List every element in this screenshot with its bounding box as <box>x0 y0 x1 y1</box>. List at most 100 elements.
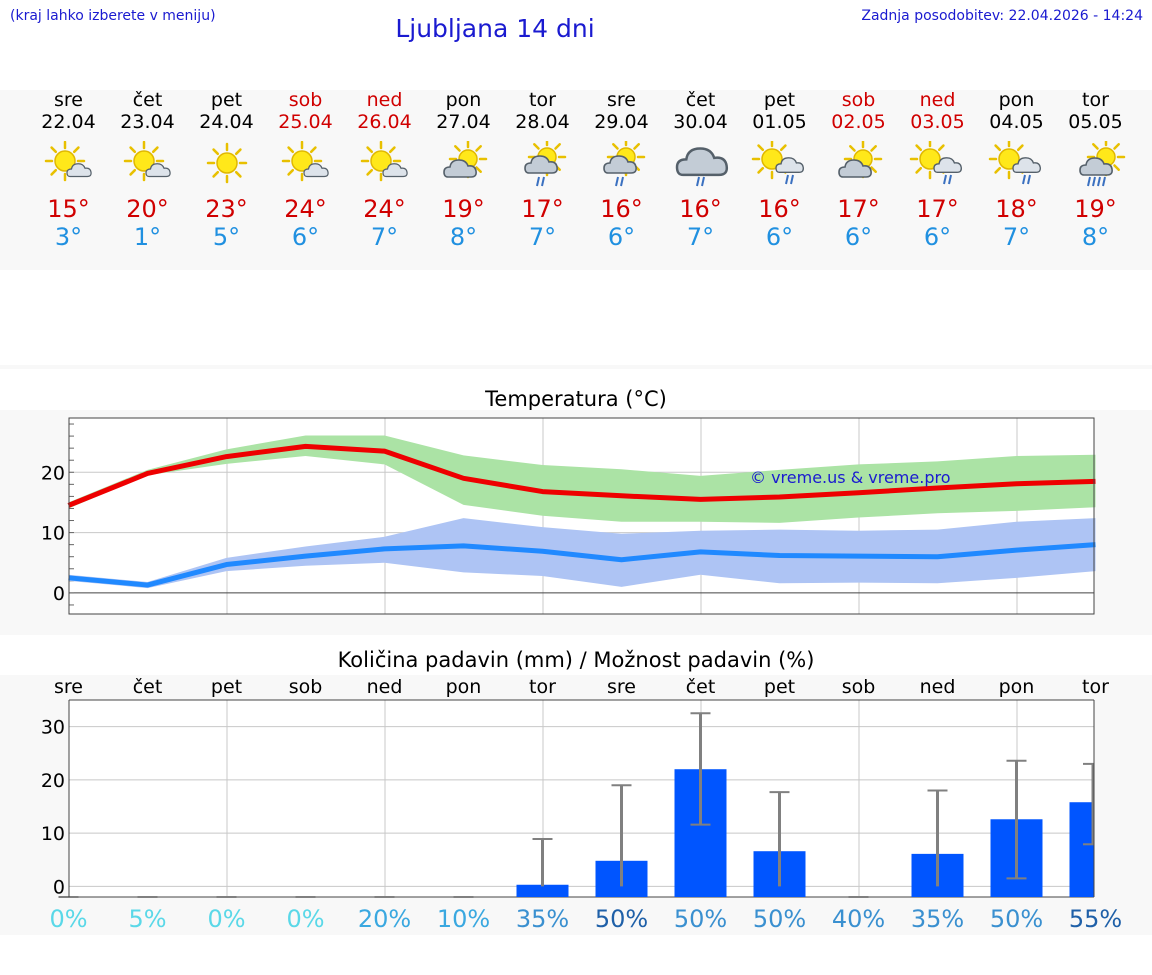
day-name: tor <box>1082 89 1109 111</box>
day-name: tor <box>529 89 556 111</box>
day-name: pet <box>763 89 796 111</box>
max-temperature: 15° <box>47 195 90 223</box>
cloud-sun-heavy-rain-icon <box>1078 141 1125 187</box>
max-temperature: 24° <box>363 195 406 223</box>
forecast-strip <box>0 90 1152 270</box>
day-column: tor 28.04 17° 7° <box>503 89 583 251</box>
min-temperature-line <box>68 542 1096 588</box>
x-category-label: ned <box>920 676 956 698</box>
day-date: 05.05 <box>1068 111 1123 133</box>
min-temperature: 7° <box>1002 223 1031 251</box>
x-category-label: tor <box>1082 676 1109 698</box>
day-date: 29.04 <box>594 111 649 133</box>
day-column: ned 03.05 17° 6° <box>898 89 978 251</box>
y-tick-label: 20 <box>41 770 65 792</box>
x-category-label: čet <box>686 676 716 698</box>
x-category-label: pet <box>764 676 795 698</box>
max-temperature: 16° <box>600 195 643 223</box>
precipitation-probability: 50% <box>674 905 727 933</box>
max-temperature: 18° <box>995 195 1038 223</box>
y-tick-label: 10 <box>41 823 65 845</box>
min-temperature: 7° <box>370 223 399 251</box>
precipitation-probability: 20% <box>358 905 411 933</box>
min-temperature: 7° <box>528 223 557 251</box>
day-date: 24.04 <box>199 111 254 133</box>
sun-icon <box>206 142 247 184</box>
max-temperature: 16° <box>758 195 801 223</box>
day-name: sre <box>54 89 83 111</box>
min-temperature: 1° <box>133 223 162 251</box>
cloud-sun-rain-icon <box>602 141 645 187</box>
precipitation-probability: 50% <box>990 905 1043 933</box>
sun-cloud-icon <box>44 141 92 182</box>
x-category-label: sre <box>54 676 83 698</box>
day-name: sob <box>841 89 876 111</box>
max-temperature: 24° <box>284 195 327 223</box>
day-column: ned 26.04 24° 7° <box>345 89 425 251</box>
min-temperature: 7° <box>686 223 715 251</box>
max-temperature-line <box>67 443 1096 508</box>
min-temperature: 6° <box>844 223 873 251</box>
day-date: 28.04 <box>515 111 570 133</box>
x-category-label: sre <box>607 676 636 698</box>
page-title: Ljubljana 14 dni <box>395 14 595 43</box>
plot-frame <box>68 417 1095 615</box>
day-date: 30.04 <box>673 111 728 133</box>
precipitation-bar <box>516 884 569 897</box>
x-category-label: ned <box>367 676 403 698</box>
max-temperature-band <box>68 435 1096 523</box>
sun-cloud-icon <box>360 141 408 182</box>
min-temperature: 8° <box>449 223 478 251</box>
x-category-label: tor <box>529 676 556 698</box>
x-category-label: pet <box>211 676 242 698</box>
max-temperature: 23° <box>205 195 248 223</box>
min-temperature: 6° <box>923 223 952 251</box>
x-category-label: sob <box>289 676 323 698</box>
precipitation-probability: 55% <box>1069 905 1122 933</box>
precipitation-probability: 0% <box>286 905 324 933</box>
x-category-label: sob <box>842 676 876 698</box>
precipitation-probability: 5% <box>128 905 166 933</box>
precipitation-bar <box>1069 802 1094 897</box>
sun-cloud-rain-icon <box>751 141 804 185</box>
y-tick-label: 30 <box>41 717 65 739</box>
watermark: © vreme.us & vreme.pro <box>750 468 951 487</box>
max-temperature: 17° <box>837 195 880 223</box>
cloud-rain-icon <box>675 147 728 187</box>
precipitation-probability: 50% <box>753 905 806 933</box>
precipitation-probability: 35% <box>516 905 569 933</box>
min-temperature: 6° <box>291 223 320 251</box>
min-temperature: 5° <box>212 223 241 251</box>
y-tick-label: 20 <box>41 462 65 484</box>
precipitation-probability: 50% <box>595 905 648 933</box>
location-hint: (kraj lahko izberete v meniju) <box>10 8 216 24</box>
day-column: sob 02.05 17° 6° <box>819 89 899 251</box>
day-date: 04.05 <box>989 111 1044 133</box>
sun-cloud-rain-icon <box>909 141 962 185</box>
day-name: čet <box>132 89 163 111</box>
temperature-chart: 0 10 20 © vreme.us & vreme.pro <box>41 417 1096 615</box>
day-name: ned <box>919 89 956 111</box>
cloud-sun-rain-icon <box>523 141 566 187</box>
max-temperature: 20° <box>126 195 169 223</box>
cloud-sun-icon <box>837 141 882 179</box>
precipitation-probability: 10% <box>437 905 490 933</box>
day-date: 01.05 <box>752 111 807 133</box>
sun-cloud-icon <box>281 141 329 182</box>
cloud-sun-icon <box>442 141 487 179</box>
day-column: pon 04.05 18° 7° <box>977 89 1057 251</box>
precipitation-probability: 0% <box>49 905 87 933</box>
day-date: 27.04 <box>436 111 491 133</box>
max-temperature: 19° <box>1074 195 1117 223</box>
y-tick-label: 0 <box>53 583 65 605</box>
day-name: sre <box>607 89 636 111</box>
day-date: 25.04 <box>278 111 333 133</box>
day-column: pet 24.04 23° 5° <box>187 89 267 251</box>
temperature-chart-title: Temperatura (°C) <box>485 387 667 411</box>
day-date: 26.04 <box>357 111 412 133</box>
sun-cloud-icon <box>123 141 171 182</box>
day-column: tor 05.05 19° 8° <box>1056 89 1136 251</box>
day-column: sre 29.04 16° 6° <box>582 89 662 251</box>
day-name: pon <box>445 89 482 111</box>
x-category-label: čet <box>133 676 163 698</box>
